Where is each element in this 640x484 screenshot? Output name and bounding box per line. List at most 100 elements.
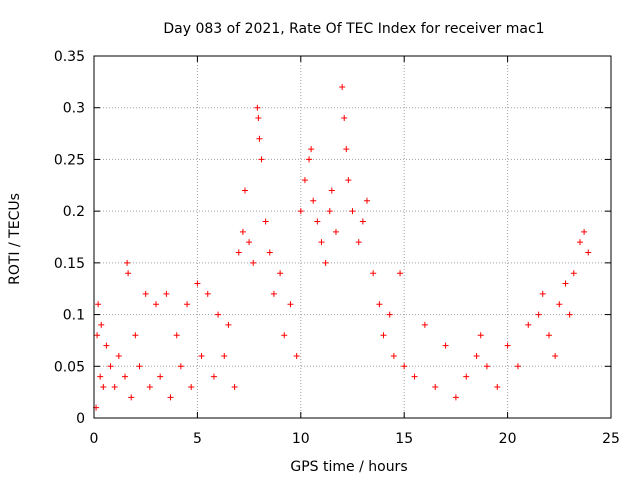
data-point-50	[297, 208, 304, 215]
data-point-11	[124, 259, 131, 266]
data-point-44	[266, 249, 273, 256]
y-tick-label-0: 0	[76, 411, 85, 427]
data-point-1	[94, 332, 101, 339]
data-point-91	[545, 332, 552, 339]
data-point-73	[390, 352, 397, 359]
data-point-66	[355, 239, 362, 246]
data-point-61	[339, 84, 346, 91]
data-point-60	[332, 228, 339, 235]
data-point-55	[314, 218, 321, 225]
y-tick-label-2: 0.1	[63, 308, 85, 324]
data-point-59	[328, 187, 335, 194]
data-point-71	[380, 332, 387, 339]
data-point-30	[215, 311, 222, 318]
data-point-28	[204, 290, 211, 297]
data-point-74	[397, 270, 404, 277]
data-point-80	[452, 394, 459, 401]
data-point-6	[103, 342, 110, 349]
data-point-88	[525, 321, 532, 328]
points-layer	[93, 84, 592, 411]
chart-title: Day 083 of 2021, Rate Of TEC Index for r…	[163, 21, 544, 37]
data-point-94	[562, 280, 569, 287]
data-point-51	[301, 177, 308, 184]
data-point-46	[277, 270, 284, 277]
y-axis-label: ROTI / TECUs	[7, 193, 23, 285]
x-tick-label-0: 0	[90, 431, 99, 447]
data-point-54	[310, 197, 317, 204]
data-point-37	[246, 239, 253, 246]
x-tick-label-2: 10	[292, 431, 310, 447]
data-point-14	[132, 332, 139, 339]
data-point-95	[566, 311, 573, 318]
data-point-63	[343, 146, 350, 153]
data-point-34	[235, 249, 242, 256]
data-point-42	[258, 156, 265, 163]
data-point-45	[270, 290, 277, 297]
data-point-47	[281, 332, 288, 339]
data-point-76	[411, 373, 418, 380]
data-point-5	[100, 383, 107, 390]
x-axis-label: GPS time / hours	[290, 459, 407, 475]
data-point-77	[421, 321, 428, 328]
x-tick-label-3: 15	[395, 431, 413, 447]
y-tick-label-7: 0.35	[54, 49, 85, 65]
data-point-82	[473, 352, 480, 359]
data-point-81	[463, 373, 470, 380]
data-point-22	[173, 332, 180, 339]
y-tick-label-3: 0.15	[54, 256, 85, 272]
data-point-26	[194, 280, 201, 287]
data-point-4	[98, 321, 105, 328]
data-point-70	[376, 301, 383, 308]
y-tick-label-6: 0.3	[63, 101, 85, 117]
data-point-31	[221, 352, 228, 359]
data-point-67	[359, 218, 366, 225]
data-point-19	[157, 373, 164, 380]
data-point-98	[581, 228, 588, 235]
data-point-29	[210, 373, 217, 380]
data-point-93	[556, 301, 563, 308]
data-point-90	[539, 290, 546, 297]
data-point-89	[535, 311, 542, 318]
y-tick-label-1: 0.05	[54, 359, 85, 375]
data-point-7	[107, 363, 114, 370]
plot-area-border	[93, 55, 612, 419]
data-point-96	[570, 270, 577, 277]
data-point-39	[254, 104, 261, 111]
data-point-64	[345, 177, 352, 184]
data-point-36	[241, 187, 248, 194]
data-point-53	[308, 146, 315, 153]
data-point-38	[250, 259, 257, 266]
data-point-57	[322, 259, 329, 266]
data-point-49	[293, 352, 300, 359]
data-point-62	[341, 115, 348, 122]
data-point-23	[177, 363, 184, 370]
data-point-20	[163, 290, 170, 297]
data-point-21	[167, 394, 174, 401]
data-point-79	[442, 342, 449, 349]
data-point-33	[231, 383, 238, 390]
data-point-17	[146, 383, 153, 390]
data-point-72	[386, 311, 393, 318]
data-point-25	[188, 383, 195, 390]
y-tick-label-4: 0.2	[63, 204, 85, 220]
data-point-15	[136, 363, 143, 370]
data-point-84	[483, 363, 490, 370]
data-point-18	[153, 301, 160, 308]
data-point-27	[198, 352, 205, 359]
data-point-9	[115, 352, 122, 359]
data-point-58	[326, 208, 333, 215]
data-point-48	[287, 301, 294, 308]
data-point-43	[262, 218, 269, 225]
data-point-2	[95, 301, 102, 308]
data-point-52	[306, 156, 313, 163]
data-point-41	[256, 135, 263, 142]
data-point-35	[239, 228, 246, 235]
data-point-92	[552, 352, 559, 359]
data-point-65	[349, 208, 356, 215]
data-point-13	[128, 394, 135, 401]
x-tick-label-4: 20	[499, 431, 517, 447]
data-point-16	[142, 290, 149, 297]
